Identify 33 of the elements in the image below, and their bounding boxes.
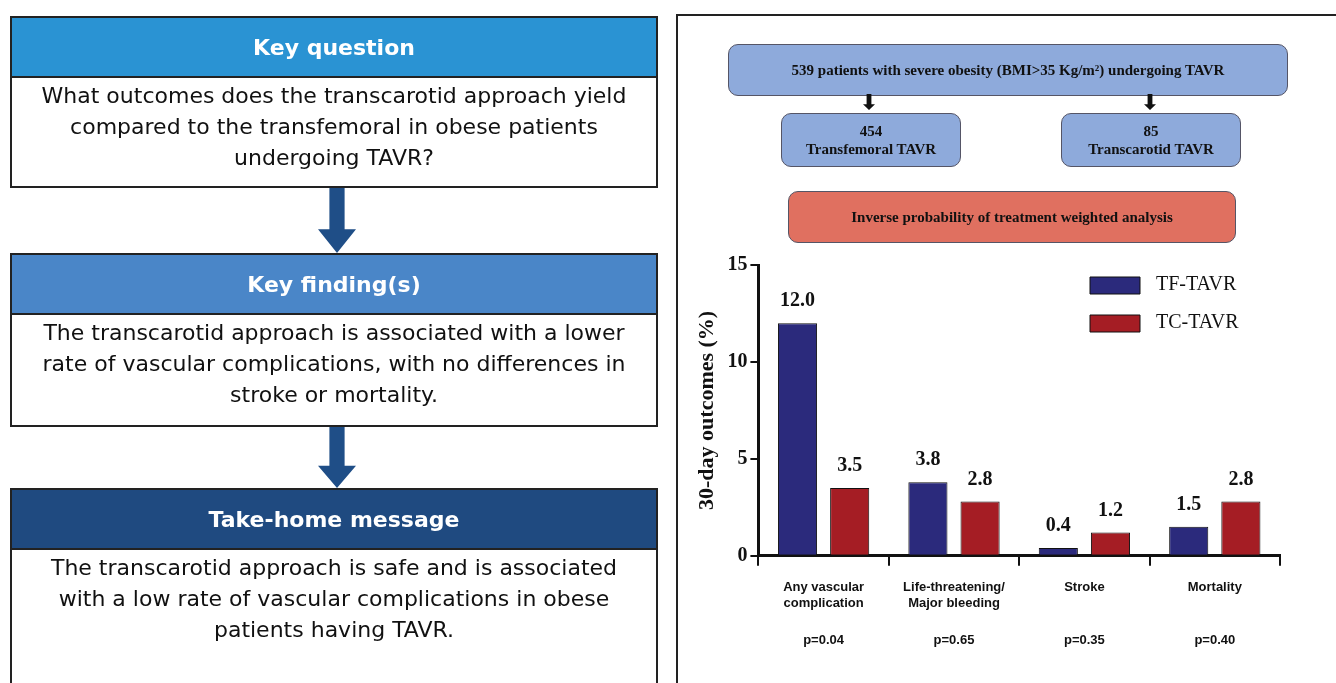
data-label: 12.0 bbox=[780, 288, 816, 311]
text: p=0.04 bbox=[803, 632, 845, 648]
y-axis-title: 30-day outcomes (%) bbox=[692, 310, 718, 510]
x-tick-label: Mortality bbox=[1187, 579, 1243, 595]
text: The transcarotid approach is associated with a lower rate of vascular complications, with no differences in stroke or mortality. bbox=[10, 315, 658, 427]
text: Take-home message bbox=[10, 488, 658, 550]
text: p=0.40 bbox=[1194, 632, 1236, 648]
text: 454 Transfemoral TAVR bbox=[781, 113, 961, 167]
text: Key finding(s) bbox=[10, 253, 658, 315]
data-label: 2.8 bbox=[967, 466, 993, 489]
legend-label: TF-TAVR bbox=[1156, 272, 1237, 295]
text: What outcomes does the transcarotid approach yield compared to the transfemoral in obese patients undergoing TAVR? bbox=[10, 78, 658, 188]
data-label: 1.2 bbox=[1097, 497, 1123, 520]
text: 539 patients with severe obesity (BMI>35 Kg/m²) undergoing TAVR bbox=[728, 44, 1288, 96]
data-label: 1.5 bbox=[1176, 491, 1202, 514]
text: p=0.35 bbox=[1063, 632, 1105, 648]
text: 85 Transcarotid TAVR bbox=[1061, 113, 1241, 167]
y-tick-label: 0 bbox=[737, 542, 748, 565]
legend-label: TC-TAVR bbox=[1156, 310, 1240, 333]
data-label: 3.5 bbox=[837, 453, 863, 476]
data-label: 3.8 bbox=[915, 447, 941, 470]
x-tick-label: Any vascular complication bbox=[783, 579, 865, 610]
y-tick-label: 15 bbox=[727, 252, 748, 275]
y-tick-label: 10 bbox=[727, 349, 748, 372]
data-label: 0.4 bbox=[1045, 513, 1071, 536]
x-tick-label: Life-threatening/ Major bleeding bbox=[903, 579, 1006, 610]
text: Inverse probability of treatment weighted analysis bbox=[788, 191, 1236, 243]
data-label: 2.8 bbox=[1228, 466, 1254, 489]
text: The transcarotid approach is safe and is associated with a low rate of vascular complications in obese patients having TAVR. bbox=[10, 550, 658, 683]
text: Key question bbox=[10, 16, 658, 78]
y-tick-label: 5 bbox=[737, 446, 748, 469]
x-tick-label: Stroke bbox=[1064, 579, 1105, 595]
text: p=0.65 bbox=[933, 632, 975, 648]
